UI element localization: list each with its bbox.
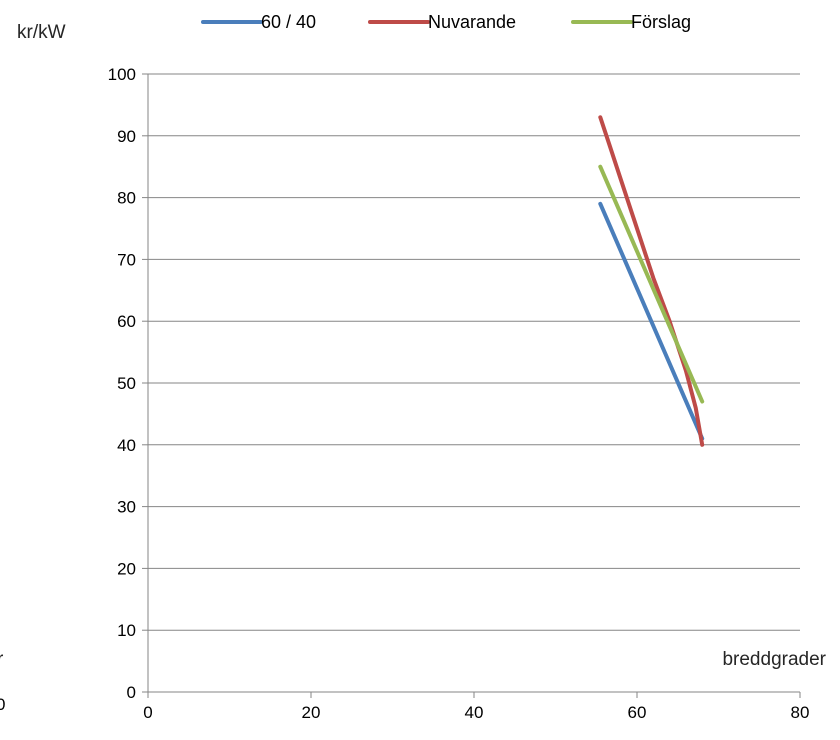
y-tick-label: 60	[117, 312, 136, 331]
y-tick-label: 20	[117, 559, 136, 578]
y-tick-label: 80	[117, 189, 136, 208]
y-tick-label: 10	[117, 621, 136, 640]
series-line-1	[598, 115, 705, 447]
y-tick-label: 90	[117, 127, 136, 146]
y-tick-label: 30	[117, 498, 136, 517]
clipped-left-label-bottom: 0	[0, 695, 5, 714]
legend-label: Förslag	[631, 12, 691, 32]
x-tick-label: 60	[628, 703, 647, 722]
tick-labels: 0 10 20 30 40 50 60 70 80 90 100 0 20 40 60 80	[108, 65, 810, 722]
axes	[142, 73, 801, 698]
clipped-left-label-top: r	[0, 649, 4, 670]
x-tick-label: 20	[302, 703, 321, 722]
x-axis-label: breddgrader	[722, 649, 826, 670]
legend-label: 60 / 40	[261, 12, 316, 32]
x-tick-label: 40	[465, 703, 484, 722]
x-tick-label: 0	[143, 703, 152, 722]
series-line-0	[598, 201, 705, 441]
y-axis-label: kr/kW	[17, 22, 66, 43]
legend-label: Nuvarande	[428, 12, 516, 32]
y-tick-label: 100	[108, 65, 136, 84]
series-line-2	[598, 164, 705, 404]
legend: 60 / 40 Nuvarande Förslag	[201, 12, 691, 32]
y-tick-label: 50	[117, 374, 136, 393]
y-tick-label: 40	[117, 436, 136, 455]
y-tick-label: 0	[127, 683, 136, 702]
series-lines	[598, 115, 705, 447]
x-tick-label: 80	[791, 703, 810, 722]
gridlines	[148, 73, 800, 631]
y-tick-label: 70	[117, 250, 136, 269]
